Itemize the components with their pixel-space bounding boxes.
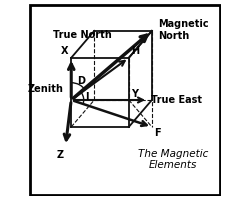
- Text: Z: Z: [56, 150, 64, 160]
- Text: True East: True East: [151, 95, 202, 105]
- Text: Zenith: Zenith: [28, 84, 64, 94]
- Text: The Magnetic
Elements: The Magnetic Elements: [138, 149, 208, 170]
- Text: I: I: [86, 92, 89, 102]
- Text: True North: True North: [54, 30, 112, 40]
- Text: F: F: [154, 128, 160, 138]
- Text: D: D: [77, 76, 85, 86]
- Text: Magnetic
North: Magnetic North: [158, 19, 208, 41]
- Text: X: X: [61, 46, 68, 56]
- Text: Y: Y: [131, 89, 138, 99]
- Text: H: H: [131, 46, 139, 56]
